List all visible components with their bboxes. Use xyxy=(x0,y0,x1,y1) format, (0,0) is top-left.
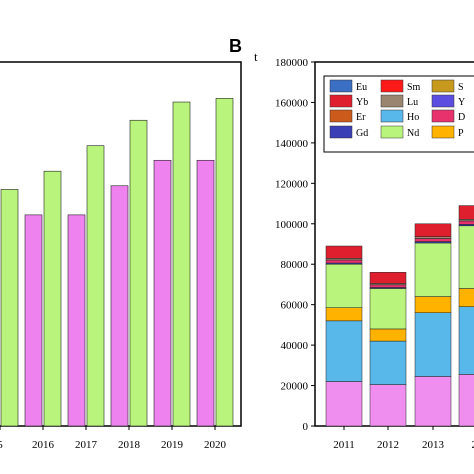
tick-label-a-2017: 2017 xyxy=(75,439,98,451)
panel-b-stacked-bars xyxy=(325,205,474,427)
bar-a-2017-s0 xyxy=(67,214,86,427)
legend-swatch-Sm xyxy=(380,79,404,93)
legend-label-Y: Y xyxy=(458,97,465,108)
panel-b-label: B xyxy=(229,36,242,56)
bar-b-2013-Yb xyxy=(414,223,452,237)
bar-b-2014-Yb xyxy=(458,205,474,220)
legend-swatch-Yb xyxy=(329,94,353,108)
bar-b-2011-Dy xyxy=(325,259,363,264)
legend-swatch-P xyxy=(431,125,455,139)
bar-b-2014-Dy xyxy=(458,220,474,225)
bar-b-2011-Nd xyxy=(325,263,363,308)
bar-b-2014-Pr xyxy=(458,288,474,307)
tick-label-b-y-140000: 140000 xyxy=(275,138,309,150)
bar-b-2014-Ho xyxy=(458,306,474,375)
tick-label-b-y-120000: 120000 xyxy=(275,178,309,190)
panel-a: 5 2016 2017 2018 2019 2020 xyxy=(0,61,242,451)
tick-label-b-x-2012: 2012 xyxy=(377,439,399,451)
legend-label-D: D xyxy=(458,112,465,123)
tick-label-a-2016: 2016 xyxy=(32,439,55,451)
tick-label-a-2015: 5 xyxy=(0,439,3,451)
bar-b-2013-Pr xyxy=(414,296,452,314)
legend-label-Ho: Ho xyxy=(407,112,419,123)
legend-swatch-Eu xyxy=(329,79,353,93)
bar-b-2011-La xyxy=(325,381,363,427)
tick-label-b-y-40000: 40000 xyxy=(281,340,309,352)
bar-b-2011-Ho xyxy=(325,320,363,382)
bar-b-2011-Pr xyxy=(325,307,363,322)
tick-label-a-2018: 2018 xyxy=(118,439,141,451)
panel-a-x-ticks: 5 2016 2017 2018 2019 2020 xyxy=(0,426,227,451)
legend-label-S: S xyxy=(458,82,464,93)
legend-swatch-D xyxy=(431,109,455,123)
tick-label-a-2019: 2019 xyxy=(161,439,184,451)
legend-label-Yb: Yb xyxy=(356,97,368,108)
bar-b-2014-Nd xyxy=(458,225,474,289)
legend-swatch-S xyxy=(431,79,455,93)
tick-label-b-y-180000: 180000 xyxy=(275,57,309,69)
bar-b-2013-Ho xyxy=(414,312,452,377)
legend-swatch-Ho xyxy=(380,109,404,123)
tick-label-b-y-100000: 100000 xyxy=(275,219,309,231)
bar-b-2014-Lu xyxy=(458,219,474,222)
legend-label-Nd: Nd xyxy=(407,128,419,139)
legend-swatch-Gd xyxy=(329,125,353,139)
bar-a-2020-s0 xyxy=(196,159,215,427)
bar-a-2016-s0 xyxy=(24,214,43,427)
bar-a-2019-s1 xyxy=(172,101,191,427)
panel-b: B t 0 20000 40000 60000 80000 100000 120000 140… xyxy=(229,36,474,451)
bar-a-2017-s1 xyxy=(86,145,105,427)
bar-b-2012-Nd xyxy=(369,288,407,330)
legend-swatch-Nd xyxy=(380,125,404,139)
bar-b-2013-Nd xyxy=(414,242,452,297)
panel-b-y-ticks: 0 20000 40000 60000 80000 100000 120000 140000 1… xyxy=(275,57,315,433)
tick-label-b-y-160000: 160000 xyxy=(275,97,309,109)
bar-b-2011-Yb xyxy=(325,245,363,259)
bar-b-2012-Pr xyxy=(369,328,407,342)
legend-label-Sm: Sm xyxy=(407,82,421,93)
legend-swatch-Lu xyxy=(380,94,404,108)
legend-entries: Eu Sm S Yb Lu Y Er Ho D Gd Nd P xyxy=(329,79,465,139)
panel-b-unit-label: t xyxy=(254,49,258,64)
panel-a-bars xyxy=(0,98,234,427)
legend-label-Lu: Lu xyxy=(407,97,418,108)
bar-b-2014-La xyxy=(458,374,474,427)
tick-label-b-y-80000: 80000 xyxy=(281,259,309,271)
panel-b-legend: Eu Sm S Yb Lu Y Er Ho D Gd Nd P xyxy=(323,75,474,153)
legend-swatch-Er xyxy=(329,109,353,123)
bar-b-2012-La xyxy=(369,384,407,427)
legend-swatch-Y xyxy=(431,94,455,108)
tick-label-b-x-2014: 20 xyxy=(472,439,474,451)
bar-a-2018-s1 xyxy=(129,119,148,427)
bar-b-2012-Dy xyxy=(369,284,407,288)
panel-b-x-ticks: 2011 2012 2013 20 xyxy=(333,426,474,451)
bar-b-2012-Ho xyxy=(369,340,407,385)
legend-label-Gd: Gd xyxy=(356,128,368,139)
bar-b-2013-Dy xyxy=(414,238,452,242)
legend-label-Eu: Eu xyxy=(356,82,367,93)
bar-b-2012-Yb xyxy=(369,272,407,284)
tick-label-b-y-60000: 60000 xyxy=(281,300,309,312)
tick-label-b-y-20000: 20000 xyxy=(281,381,309,393)
tick-label-b-x-2013: 2013 xyxy=(422,439,445,451)
tick-label-a-2020: 2020 xyxy=(204,439,227,451)
bar-b-2013-La xyxy=(414,376,452,427)
bar-a-2020-s1 xyxy=(215,98,234,427)
bar-a-2018-s0 xyxy=(110,185,129,427)
bar-a-2016-s1 xyxy=(43,170,62,427)
bar-b-2013-Lu xyxy=(414,236,452,239)
tick-label-b-x-2011: 2011 xyxy=(333,439,355,451)
legend-label-Er: Er xyxy=(356,112,366,123)
bar-a-2019-s0 xyxy=(153,159,172,427)
legend-label-P: P xyxy=(458,128,464,139)
tick-label-b-y-0: 0 xyxy=(303,421,309,433)
bar-a-2015-s1 xyxy=(0,189,19,427)
bar-b-2014-Gd xyxy=(458,224,474,227)
